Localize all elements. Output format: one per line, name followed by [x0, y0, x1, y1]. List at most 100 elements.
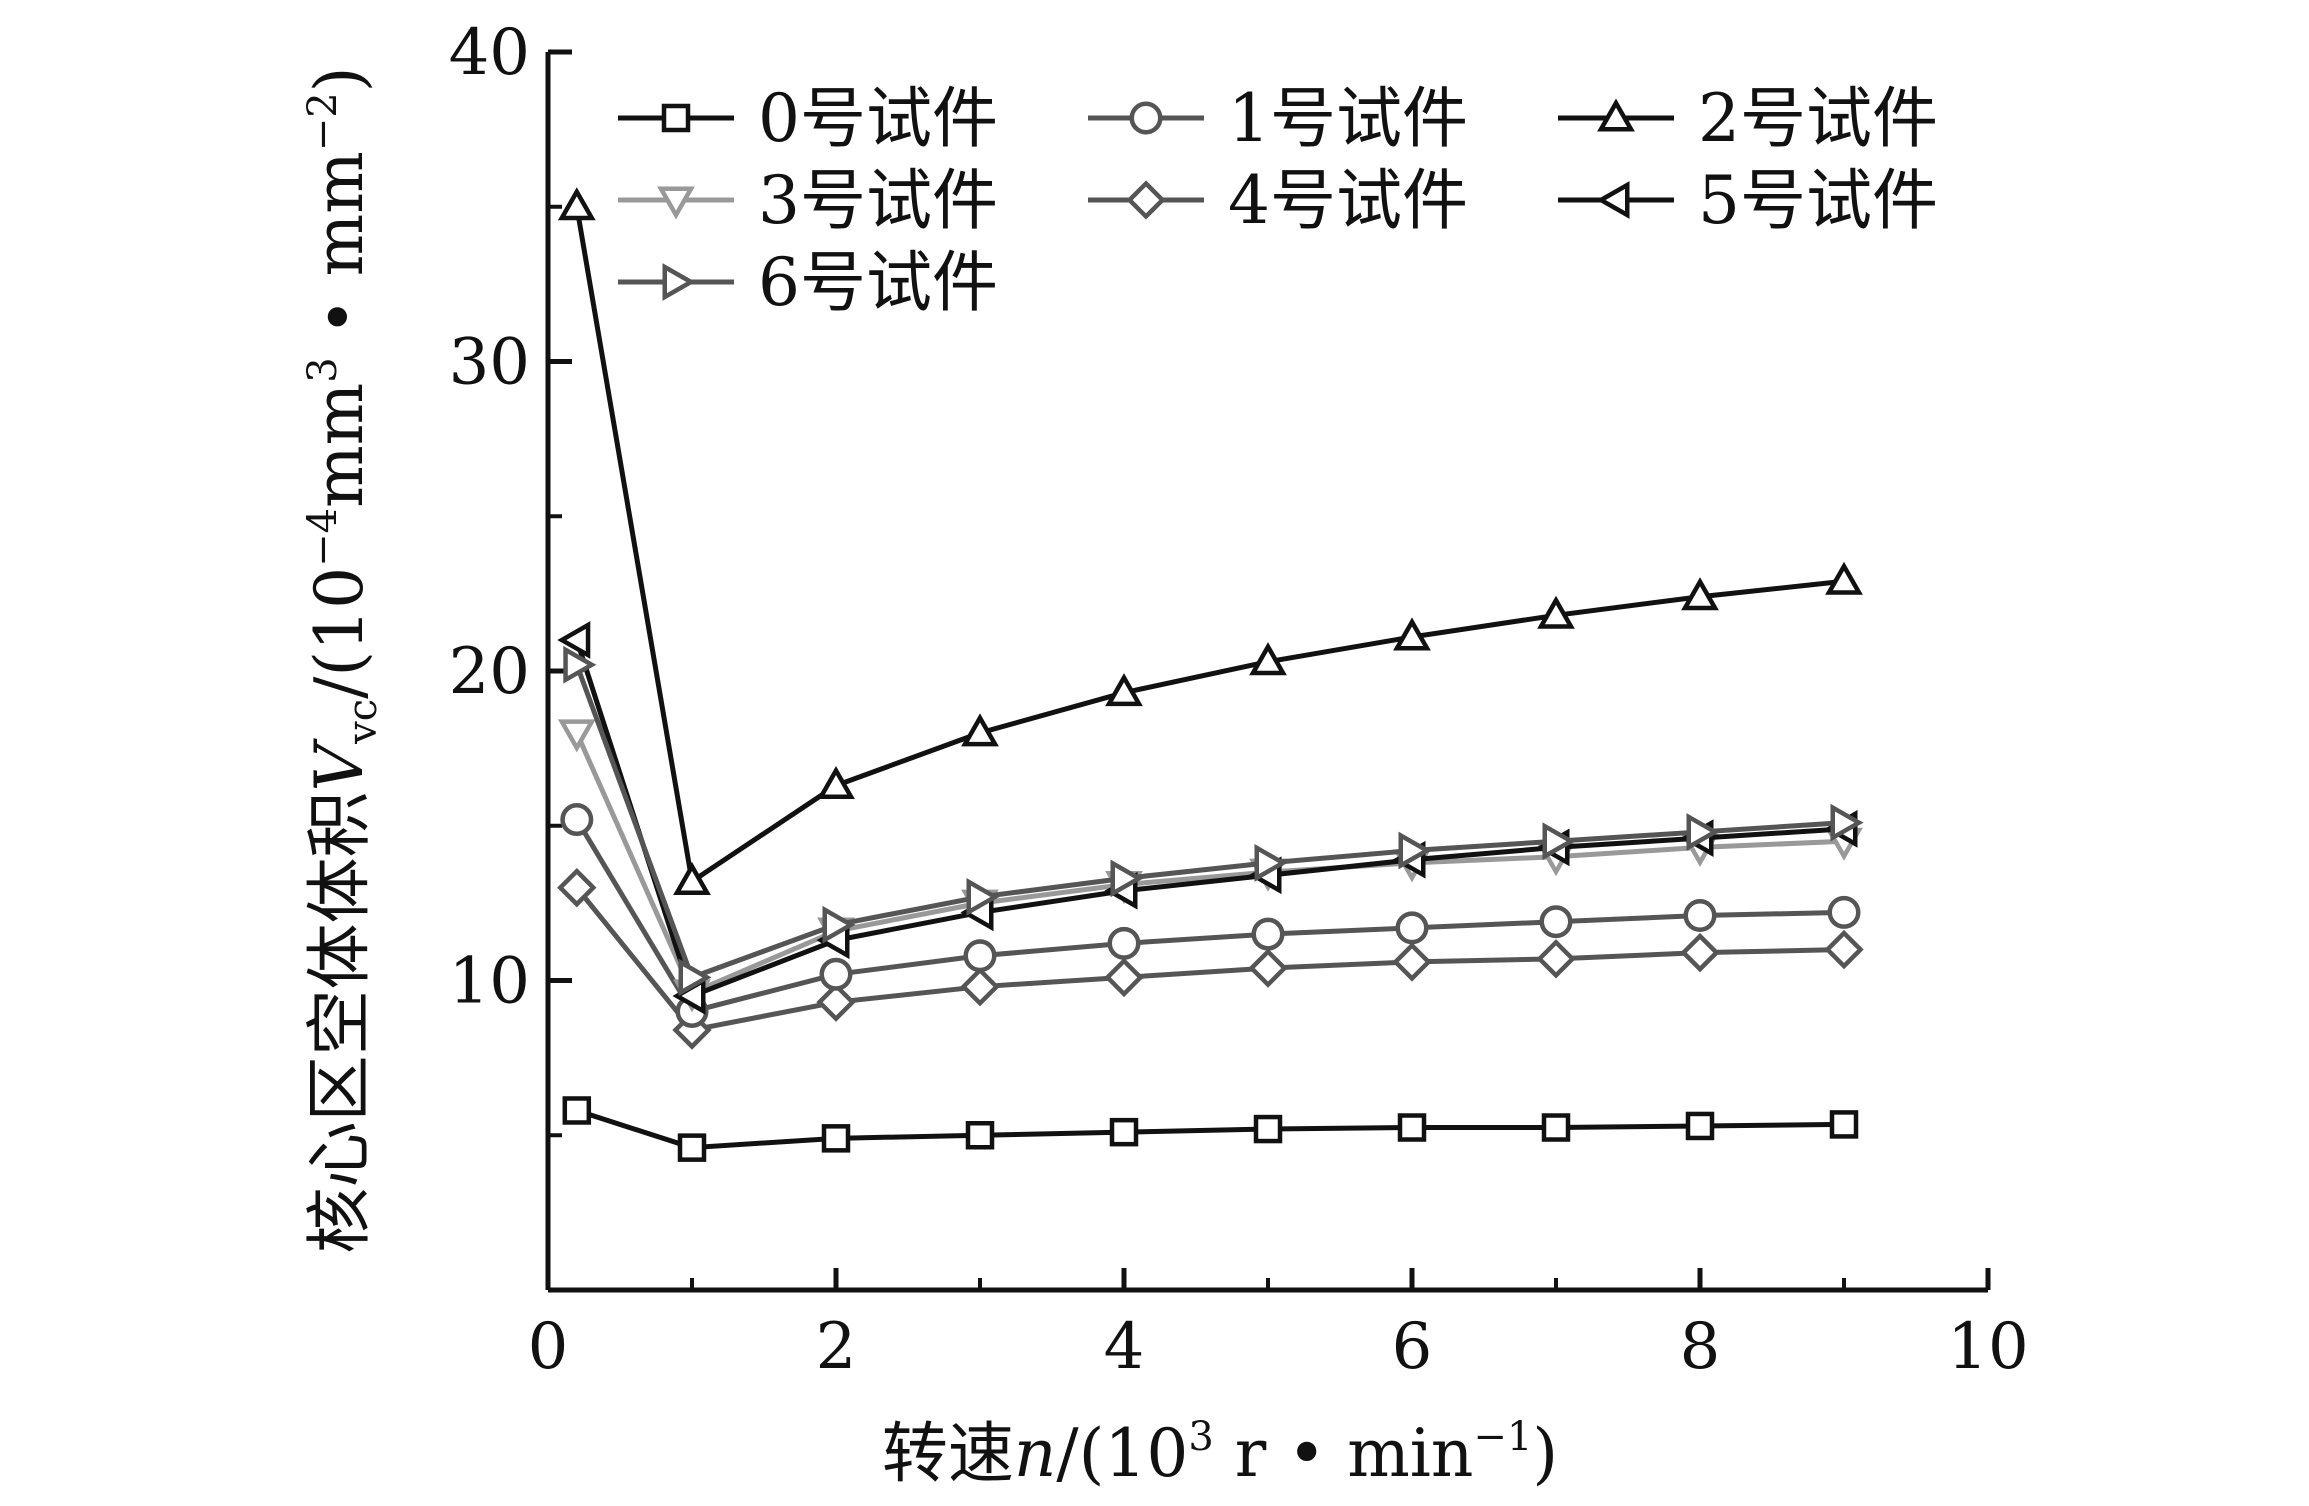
x-tick-label: 10 [1947, 1310, 2028, 1384]
data-point [1392, 942, 1432, 982]
legend-item: 5号试件 [1558, 162, 1938, 239]
data-point [1251, 917, 1285, 951]
legend-item: 2号试件 [1558, 80, 1938, 157]
data-point [1397, 1113, 1427, 1142]
data-point [1537, 595, 1575, 629]
legend-item: 3号试件 [618, 162, 998, 239]
legend-label: 3号试件 [758, 162, 998, 239]
data-point [1686, 813, 1720, 851]
data-point [817, 765, 855, 800]
data-point [678, 958, 712, 997]
data-point [1830, 803, 1864, 842]
y-tick-label: 20 [449, 635, 530, 709]
series-0 [562, 1096, 1859, 1162]
legend-marker [662, 263, 696, 301]
data-point [963, 939, 997, 973]
data-point [1541, 1113, 1571, 1142]
series-3 [557, 719, 1863, 1013]
data-point [1393, 617, 1431, 651]
data-point [1253, 1114, 1283, 1144]
legend-marker [661, 103, 691, 133]
data-point [1107, 926, 1141, 960]
data-point [822, 905, 856, 944]
series-2 [557, 187, 1863, 895]
data-point [677, 1133, 707, 1162]
series-line [574, 663, 1845, 981]
data-point [1824, 929, 1864, 970]
legend-marker [1129, 101, 1163, 135]
data-point [1681, 577, 1719, 611]
data-point [1685, 1111, 1715, 1141]
data-point [819, 957, 853, 991]
data-point [1109, 1117, 1139, 1147]
data-point [1542, 822, 1576, 861]
data-point [1829, 1110, 1859, 1139]
legend-item: 6号试件 [618, 244, 998, 321]
data-point [1395, 911, 1429, 945]
data-point [1110, 859, 1144, 898]
legend: 0号试件 1号试件 2号试件 3号试件 4号试件 5号试件 6号试件 [618, 80, 1938, 321]
data-point [1536, 939, 1576, 979]
legend-item: 4号试件 [1088, 162, 1468, 239]
x-tick-label: 0 [528, 1310, 569, 1384]
data-point [821, 1124, 851, 1153]
y-tick-label: 10 [449, 945, 530, 1019]
data-point [557, 719, 596, 753]
data-point [965, 1121, 995, 1150]
legend-label: 0号试件 [758, 80, 998, 157]
series-line [574, 639, 1845, 1000]
legend-label: 2号试件 [1698, 80, 1938, 157]
legend-item: 1号试件 [1088, 80, 1468, 157]
data-point [1539, 905, 1573, 939]
x-tick-label: 4 [1104, 1310, 1145, 1384]
data-point [1254, 844, 1288, 882]
data-point [562, 1096, 592, 1125]
x-tick-label: 8 [1680, 1310, 1721, 1384]
data-point [1105, 673, 1143, 707]
legend-label: 6号试件 [758, 244, 998, 321]
series-1 [560, 803, 1861, 1028]
legend-marker [1597, 98, 1635, 132]
y-tick-label: 30 [449, 326, 530, 400]
data-point [1827, 895, 1861, 929]
data-point [960, 967, 1000, 1007]
series-line [576, 1108, 1845, 1151]
data-point [557, 187, 596, 221]
data-point [966, 878, 1000, 916]
x-tick-label: 6 [1392, 1310, 1433, 1384]
series-line [574, 731, 1845, 997]
series-line [574, 818, 1845, 1015]
data-point [1398, 831, 1432, 870]
legend-label: 4号试件 [1228, 162, 1468, 239]
series-6 [563, 645, 1864, 997]
data-point [557, 867, 597, 908]
legend-item: 0号试件 [618, 80, 998, 157]
data-point [557, 621, 591, 659]
legend-label: 5号试件 [1698, 162, 1938, 239]
data-point [673, 861, 711, 895]
data-point [563, 645, 597, 684]
data-point [1683, 899, 1717, 933]
y-axis-label: 核心区空体体积Vvc/(10−4mm3 • mm−2) [300, 66, 386, 1253]
data-point [1248, 948, 1288, 988]
data-point [560, 803, 594, 837]
series-line [574, 206, 1845, 886]
legend-marker [1126, 180, 1166, 220]
series-4 [557, 867, 1864, 1050]
y-tick-label: 40 [449, 16, 530, 90]
series-line [574, 886, 1845, 1033]
legend-marker [657, 186, 695, 220]
ticks: 0 2 4 6 8 10 10 20 30 40 [449, 16, 2029, 1384]
x-axis-label: 转速n/(103 r • min−1) [882, 1414, 1558, 1492]
series-layer [557, 187, 1864, 1162]
legend-label: 1号试件 [1228, 80, 1468, 157]
data-point [961, 713, 999, 747]
data-point [816, 982, 856, 1022]
data-point [1825, 561, 1863, 595]
legend-marker [1596, 181, 1630, 219]
data-point [1680, 932, 1720, 973]
x-tick-label: 2 [816, 1310, 857, 1384]
data-point [1249, 642, 1287, 676]
data-point [1104, 957, 1144, 998]
